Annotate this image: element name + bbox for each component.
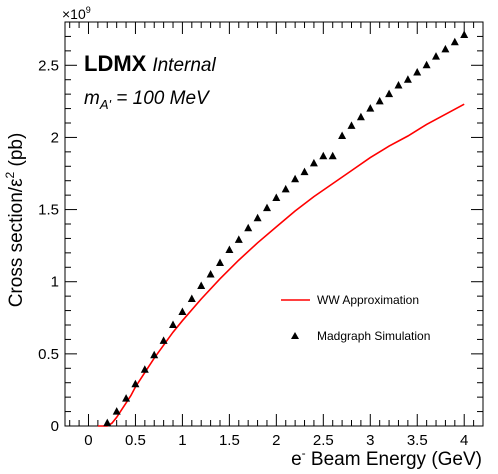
madgraph-point xyxy=(225,245,234,253)
madgraph-point xyxy=(347,121,356,129)
madgraph-point xyxy=(272,193,281,201)
madgraph-point xyxy=(159,336,168,344)
y-tick-label: 1 xyxy=(51,274,59,291)
madgraph-point xyxy=(131,379,140,388)
x-tick-label: 1 xyxy=(178,432,186,449)
madgraph-point xyxy=(366,104,375,112)
madgraph-point xyxy=(291,174,300,183)
mass-symbol: m xyxy=(84,88,100,109)
x-axis-title-main: e xyxy=(291,449,302,470)
madgraph-point xyxy=(319,151,328,160)
x-axis-title: e- Beam Energy (GeV) xyxy=(291,446,482,470)
chart-marks xyxy=(97,30,469,427)
x-tick-label: 1.5 xyxy=(219,432,240,449)
x-tick-label: 2.5 xyxy=(313,432,334,449)
madgraph-point xyxy=(413,68,422,76)
x-axis-title-rest: Beam Energy (GeV) xyxy=(306,449,482,470)
tick-labels: 0 0.5 1 1.5 2 2.5 3 3.5 4 0 0.5 1 1.5 2 2.5 xyxy=(38,57,468,449)
y-axis-title-main: Cross section/ε xyxy=(6,178,27,307)
series-line-ww-approximation xyxy=(97,103,465,427)
madgraph-point xyxy=(450,37,459,46)
madgraph-point xyxy=(432,52,440,60)
madgraph-point xyxy=(403,75,412,83)
madgraph-point xyxy=(281,184,290,193)
madgraph-point xyxy=(300,167,309,176)
x-tick-label: 0 xyxy=(84,432,92,449)
madgraph-point xyxy=(178,307,187,315)
madgraph-point xyxy=(112,407,121,415)
madgraph-point xyxy=(197,281,206,289)
madgraph-point xyxy=(216,258,224,266)
madgraph-point xyxy=(309,158,318,167)
y-axis-title-sup: 2 xyxy=(3,171,17,178)
madgraph-point xyxy=(122,394,131,402)
x-axis-title-sup: - xyxy=(302,446,306,460)
y-axis-title: Cross section/ε2 (pb) xyxy=(3,133,27,308)
madgraph-point xyxy=(328,151,337,160)
axis-ticks xyxy=(65,21,484,427)
madgraph-point xyxy=(422,60,431,69)
y-tick-label: 1.5 xyxy=(38,202,59,219)
madgraph-point xyxy=(234,235,243,243)
madgraph-point xyxy=(169,320,177,328)
x-tick-label: 0.5 xyxy=(125,432,146,449)
legend-label-madgraph: Madgraph Simulation xyxy=(317,329,430,343)
y-tick-label: 0 xyxy=(51,418,59,435)
legend-marker-madgraph xyxy=(291,332,299,339)
y-tick-label: 0.5 xyxy=(38,346,59,363)
madgraph-point xyxy=(375,96,384,105)
madgraph-point xyxy=(244,223,253,232)
madgraph-point xyxy=(460,30,469,38)
madgraph-point xyxy=(253,213,262,222)
madgraph-point xyxy=(263,203,271,212)
madgraph-point xyxy=(338,131,347,139)
madgraph-point xyxy=(187,294,196,302)
x-tick-label: 3 xyxy=(366,432,374,449)
madgraph-point xyxy=(206,270,215,278)
y-multiplier-base: ×10 xyxy=(62,6,86,22)
plot-frame xyxy=(64,21,484,427)
x-tick-label: 3.5 xyxy=(407,432,428,449)
mass-annotation: mA' = 100 MeV xyxy=(84,88,211,112)
y-tick-label: 2 xyxy=(51,129,59,146)
ldmx-brand: LDMX xyxy=(84,51,147,76)
status-label: Internal xyxy=(152,55,216,76)
x-tick-label: 2 xyxy=(272,432,280,449)
y-tick-label: 2.5 xyxy=(38,57,59,74)
madgraph-point xyxy=(140,365,149,373)
madgraph-point xyxy=(356,112,365,121)
madgraph-point xyxy=(150,350,159,359)
x-tick-label: 4 xyxy=(460,432,468,449)
y-axis-title-rest: (pb) xyxy=(6,133,27,172)
mass-value: = 100 MeV xyxy=(111,88,211,109)
madgraph-point xyxy=(441,44,450,53)
madgraph-point xyxy=(394,81,403,89)
ldmx-brand-annotation: LDMX Internal xyxy=(84,51,216,76)
y-multiplier: ×109 xyxy=(62,5,91,22)
mass-subscript: A' xyxy=(99,97,112,112)
legend-label-ww: WW Approximation xyxy=(317,293,419,307)
madgraph-point xyxy=(103,418,112,427)
madgraph-point xyxy=(385,89,394,98)
y-multiplier-exponent: 9 xyxy=(86,5,91,15)
legend: WW Approximation Madgraph Simulation xyxy=(281,293,430,343)
